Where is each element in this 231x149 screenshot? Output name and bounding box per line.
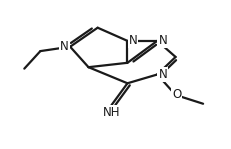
Text: NH: NH: [102, 106, 120, 119]
Text: N: N: [128, 34, 137, 47]
Text: N: N: [60, 40, 69, 53]
Text: N: N: [158, 34, 167, 47]
Text: N: N: [158, 68, 167, 81]
Text: O: O: [171, 89, 180, 101]
